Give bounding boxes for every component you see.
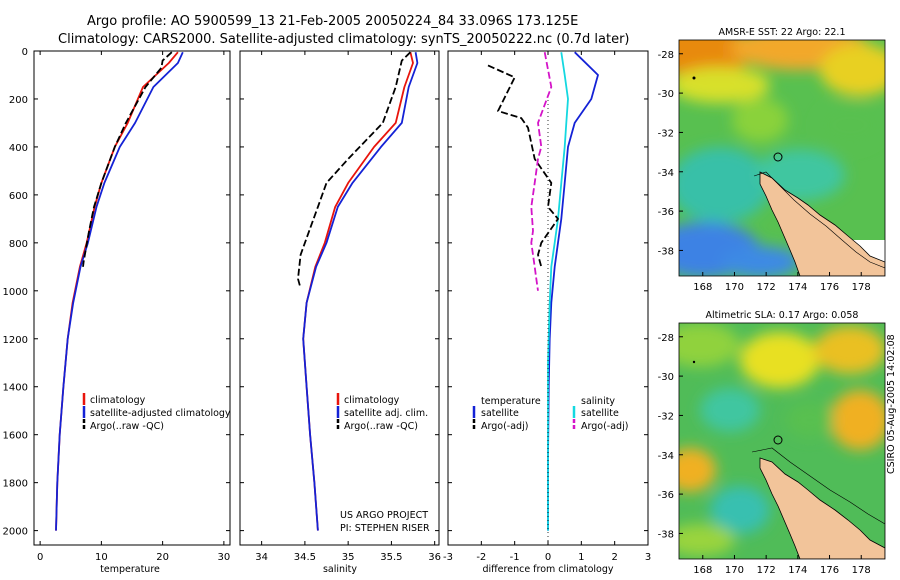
map-y-tick-label: -38: [658, 529, 674, 540]
x-tick-label: 34: [255, 552, 268, 563]
y-tick-label: 0: [22, 47, 28, 58]
map-y-tick-label: -38: [658, 246, 674, 257]
x-tick-label: 1: [578, 552, 584, 563]
map-x-tick-label: 170: [725, 282, 744, 293]
map-y-tick-label: -36: [658, 207, 674, 218]
header-title-line2: Climatology: CARS2000. Satellite-adjuste…: [58, 32, 630, 47]
legend-label-climatology: climatology: [344, 395, 400, 406]
legend-label-sal-satellite: satellite: [581, 408, 619, 419]
x-tick-label: 10: [95, 552, 108, 563]
header-title-line1: Argo profile: AO 5900599_13 21-Feb-2005 …: [87, 14, 578, 29]
x-tick-label: 36: [428, 552, 441, 563]
legend-label-argo: Argo(..raw -QC): [344, 421, 418, 432]
difference-axes: -3 -2 -1 0 1 2 3: [443, 50, 651, 563]
map-y-tick-label: -28: [658, 50, 674, 61]
legend-label-sal-argo: Argo(-adj): [581, 421, 628, 432]
legend-label-temperature: temperature: [481, 396, 541, 407]
y-tick-label: 1800: [3, 479, 28, 490]
map-x-tick-label: 168: [693, 282, 712, 293]
sla-map-title: Altimetric SLA: 0.17 Argo: 0.058: [706, 310, 859, 321]
series-line-temperature-argo-adj: [487, 64, 559, 268]
map-x-tick-label: 176: [820, 565, 839, 576]
series-line-argo-raw-qc: [297, 51, 412, 289]
difference-legend: temperature satellite Argo(-adj) salinit…: [472, 396, 628, 432]
x-tick-label: -1: [510, 552, 520, 563]
series-line-salinity-argo-adj: [530, 52, 553, 291]
temperature-axes: 0 10 20 30 0 200 400 600 800 1000 1200 1400 1600 1800…: [3, 47, 231, 563]
difference-series: [487, 51, 599, 531]
y-tick-label: 1400: [3, 383, 28, 394]
map-y-tick-label: -34: [658, 451, 674, 462]
map-x-tick-label: 174: [788, 282, 807, 293]
salinity-axes: 34 34.5 35 35.5 36: [240, 50, 441, 563]
map-x-tick-label: 176: [820, 282, 839, 293]
map-y-tick-label: -30: [658, 372, 674, 383]
legend-label-temp-argo: Argo(-adj): [481, 421, 528, 432]
y-tick-label: 2000: [3, 527, 28, 538]
project-pi: PI: STEPHEN RISER: [340, 523, 430, 534]
legend-label-satellite: satellite adj. clim.: [344, 408, 428, 419]
series-line-climatology: [55, 51, 179, 531]
x-tick-label: 34.5: [294, 552, 316, 563]
x-tick-label: -3: [443, 552, 453, 563]
x-tick-label: -2: [476, 552, 486, 563]
map-x-tick-label: 174: [788, 565, 807, 576]
legend-label-argo: Argo(..raw -QC): [90, 421, 164, 432]
salinity-legend: climatology satellite adj. clim. Argo(..…: [336, 393, 428, 432]
x-tick-label: 3: [645, 552, 651, 563]
map-y-tick-label: -34: [658, 168, 674, 179]
x-tick-label: 35.5: [380, 552, 402, 563]
series-line-satellite-adj-clim: [302, 52, 419, 531]
y-tick-label: 1600: [3, 431, 28, 442]
legend-label-satellite: satellite-adjusted climatology: [90, 408, 231, 419]
credit-text: CSIRO 05-Aug-2005 14:02:08: [886, 334, 897, 474]
series-line-temperature-satellite: [547, 51, 599, 531]
x-tick-label: 20: [156, 552, 169, 563]
xlabel-temperature: temperature: [100, 564, 160, 575]
temperature-series: [55, 51, 184, 531]
y-tick-label: 1200: [3, 335, 28, 346]
x-tick-label: 35: [342, 552, 355, 563]
map-y-tick-label: -32: [658, 128, 674, 139]
y-tick-label: 400: [9, 143, 28, 154]
map-x-tick-label: 168: [693, 565, 712, 576]
map-x-tick-label: 178: [852, 282, 871, 293]
map-y-tick-label: -32: [658, 411, 674, 422]
map-x-tick-label: 178: [852, 565, 871, 576]
legend-label-salinity: salinity: [581, 396, 615, 407]
x-tick-label: 0: [545, 552, 551, 563]
salinity-series: [297, 51, 419, 531]
temperature-legend: climatology satellite-adjusted climatolo…: [82, 393, 231, 432]
map-y-tick-label: -30: [658, 89, 674, 100]
series-line-climatology: [302, 51, 414, 531]
y-tick-label: 200: [9, 95, 28, 106]
series-line-satellite-adjusted-climatology: [55, 51, 184, 531]
series-line-argo-raw-qc: [82, 51, 173, 267]
project-name: US ARGO PROJECT: [340, 510, 428, 521]
map-x-tick-label: 170: [725, 565, 744, 576]
x-tick-label: 2: [611, 552, 617, 563]
legend-label-temp-satellite: satellite: [481, 408, 519, 419]
temperature-panel-frame: [33, 50, 231, 546]
sst-map-title: AMSR-E SST: 22 Argo: 22.1: [719, 27, 846, 38]
map-x-tick-label: 172: [757, 565, 776, 576]
y-tick-label: 800: [9, 239, 28, 250]
legend-label-climatology: climatology: [90, 395, 146, 406]
salinity-panel-frame: [239, 50, 440, 546]
map-y-tick-label: -36: [658, 490, 674, 501]
xlabel-difference: difference from climatology: [482, 564, 613, 575]
sst-map: AMSR-E SST: 22 Argo: 22.1 168 170 172: [658, 27, 886, 293]
x-tick-label: 0: [37, 552, 43, 563]
y-tick-label: 600: [9, 191, 28, 202]
map-y-tick-label: -28: [658, 333, 674, 344]
series-line-salinity-satellite: [547, 52, 569, 531]
x-tick-label: 30: [218, 552, 231, 563]
sla-map: Altimetric SLA: 0.17 Argo: 0.058 168 170 1…: [658, 310, 886, 576]
xlabel-salinity: salinity: [323, 564, 357, 575]
map-x-tick-label: 172: [757, 282, 776, 293]
y-tick-label: 1000: [3, 287, 28, 298]
